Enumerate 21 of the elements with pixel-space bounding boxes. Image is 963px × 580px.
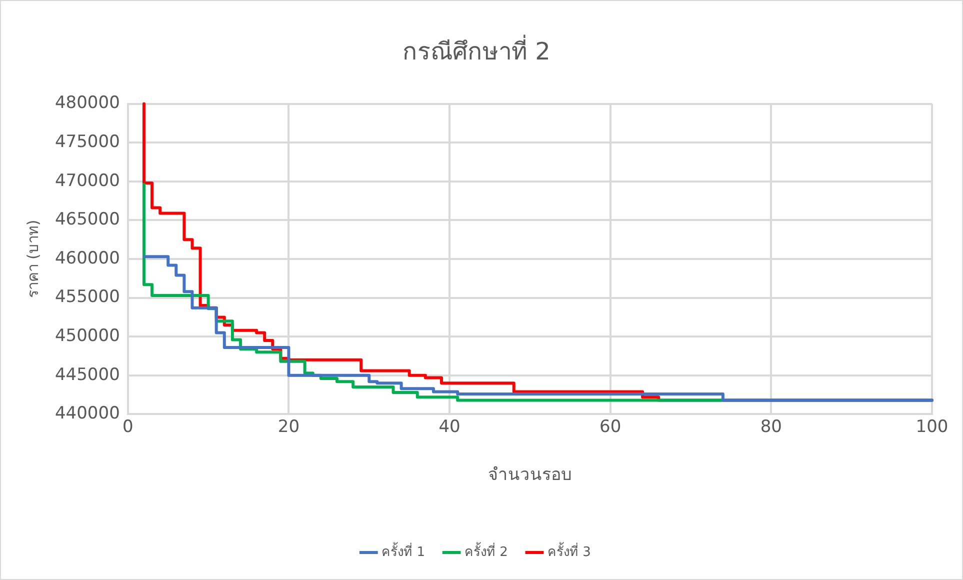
y-tick-label: 450000 <box>54 326 120 346</box>
chart-title: กรณีศึกษาที่ 2 <box>402 34 550 66</box>
y-tick-label: 480000 <box>54 93 120 114</box>
y-tick-label: 440000 <box>54 404 120 424</box>
x-tick-label: 60 <box>600 416 622 437</box>
x-tick-label: 100 <box>916 416 948 437</box>
y-axis-title: ราคา (บาท) <box>24 220 42 298</box>
x-tick-label: 80 <box>760 416 782 437</box>
legend-label: ครั้งที่ 1 <box>382 542 426 560</box>
y-tick-label: 460000 <box>54 248 120 268</box>
y-tick-label: 445000 <box>54 364 120 385</box>
y-tick-label: 465000 <box>54 210 120 230</box>
legend-label: ครั้งที่ 3 <box>547 542 591 560</box>
y-tick-label: 470000 <box>54 170 120 191</box>
x-tick-label: 40 <box>438 416 460 437</box>
x-axis-title: จำนวนรอบ <box>488 465 572 486</box>
x-tick-label: 20 <box>278 416 300 437</box>
y-tick-label: 455000 <box>54 287 120 308</box>
x-tick-label: 0 <box>122 416 134 437</box>
y-tick-label: 475000 <box>54 132 120 152</box>
legend-label: ครั้งที่ 2 <box>464 542 508 560</box>
